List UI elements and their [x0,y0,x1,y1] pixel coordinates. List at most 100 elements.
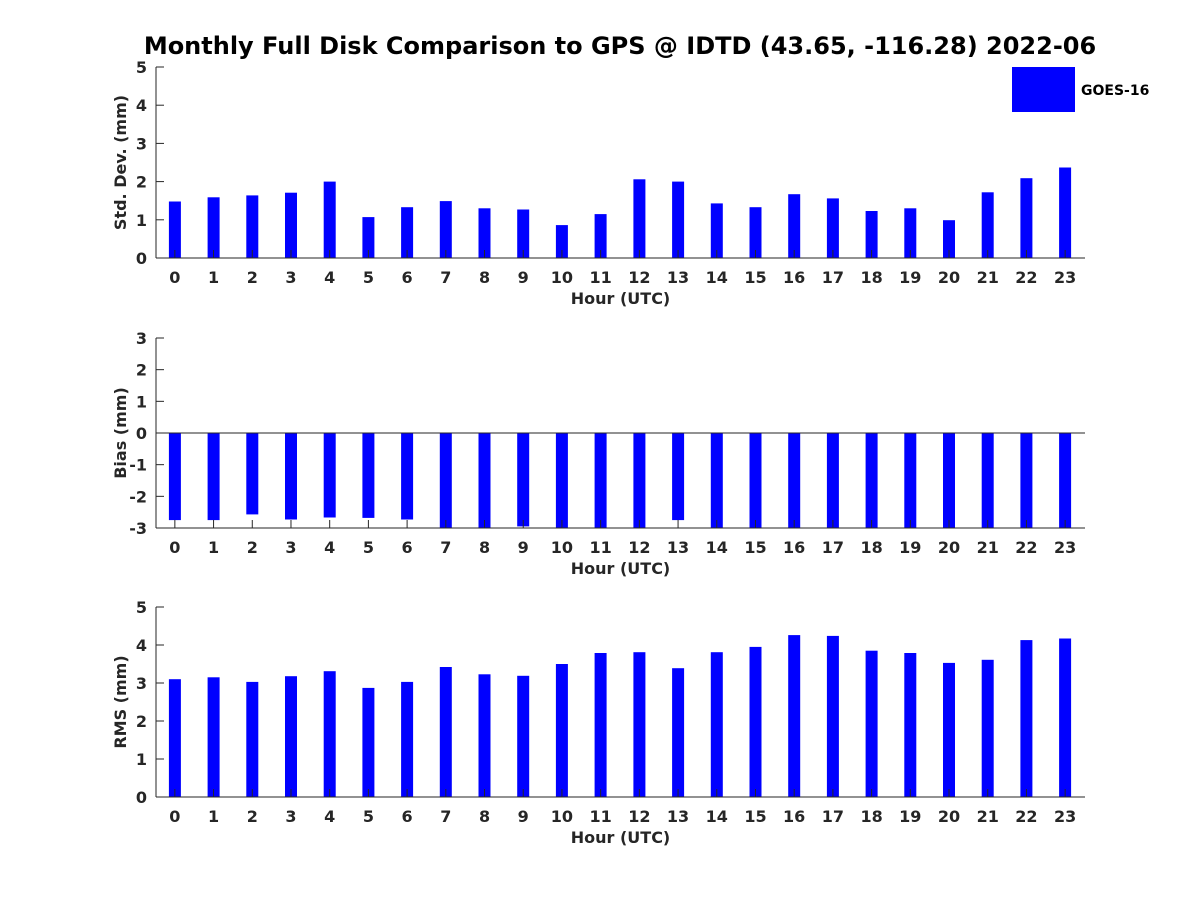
x-tick-label: 4 [324,268,335,287]
x-tick-label: 22 [1015,538,1037,557]
x-tick-label: 13 [667,807,689,826]
x-tick-label: 11 [590,538,612,557]
x-tick-label: 12 [628,538,650,557]
bar [285,192,297,258]
x-axis-label: Hour (UTC) [571,559,671,578]
x-tick-label: 0 [169,807,180,826]
bar [285,433,297,520]
bar [517,433,530,527]
y-tick-label: 3 [136,134,147,153]
bar [981,659,994,797]
x-tick-label: 11 [590,807,612,826]
x-tick-label: 18 [860,807,882,826]
bar [323,433,336,518]
x-tick-label: 4 [324,538,335,557]
bar [788,635,801,797]
bar [710,203,723,258]
x-tick-label: 7 [440,807,451,826]
x-tick-label: 20 [938,538,960,557]
x-tick-label: 4 [324,807,335,826]
bar [594,214,607,258]
bar [207,433,220,521]
bar [594,653,607,797]
bar [633,652,646,797]
x-tick-label: 22 [1015,807,1037,826]
x-tick-label: 2 [247,268,258,287]
x-tick-label: 1 [208,538,219,557]
x-tick-label: 16 [783,538,805,557]
bar [478,208,491,258]
bar [710,433,723,528]
y-tick-label: 2 [136,712,147,731]
x-tick-label: 8 [479,807,490,826]
x-tick-label: 19 [899,807,921,826]
bar [826,635,839,797]
bar [439,433,452,528]
x-tick-label: 19 [899,538,921,557]
x-tick-label: 13 [667,538,689,557]
x-tick-label: 17 [822,268,844,287]
x-tick-label: 17 [822,538,844,557]
x-tick-label: 14 [706,538,728,557]
y-axis-label: Std. Dev. (mm) [111,95,130,230]
y-tick-label: 0 [136,424,147,443]
x-tick-label: 21 [977,538,999,557]
bar [362,217,375,258]
bar [362,687,375,797]
x-tick-label: 13 [667,268,689,287]
bar [788,194,801,258]
chart-title: Monthly Full Disk Comparison to GPS @ ID… [144,32,1096,60]
bar [865,650,878,797]
x-tick-label: 16 [783,268,805,287]
x-tick-label: 2 [247,807,258,826]
bar [168,201,181,258]
bar [401,681,414,797]
bar [672,433,685,521]
x-tick-label: 8 [479,268,490,287]
x-tick-label: 10 [551,268,573,287]
bar [672,181,685,258]
x-tick-label: 23 [1054,268,1076,287]
bar [672,668,685,797]
x-tick-label: 12 [628,807,650,826]
bar [749,433,762,528]
y-tick-label: -1 [129,456,147,475]
bar [439,201,452,258]
bar [943,220,955,258]
bar [633,433,646,528]
y-tick-label: 0 [136,249,147,268]
x-tick-label: 14 [706,807,728,826]
x-tick-label: 20 [938,268,960,287]
x-tick-label: 5 [363,807,374,826]
bar [478,674,491,797]
bar [517,675,530,797]
y-tick-label: 3 [136,674,147,693]
x-tick-label: 22 [1015,268,1037,287]
bar [904,433,917,528]
legend-label: GOES-16 [1081,83,1149,99]
x-tick-label: 1 [208,807,219,826]
bar [285,676,297,797]
y-tick-label: 3 [136,329,147,348]
x-tick-label: 9 [518,538,529,557]
x-tick-label: 19 [899,268,921,287]
x-tick-label: 12 [628,268,650,287]
bar [749,646,762,797]
y-axis-label: RMS (mm) [111,655,130,748]
bar [207,677,220,797]
y-tick-label: -3 [129,519,147,538]
y-tick-label: 1 [136,211,147,230]
bar [246,681,259,797]
bar [478,433,491,528]
bar [362,433,375,518]
y-tick-label: 4 [136,96,147,115]
x-tick-label: 7 [440,268,451,287]
x-tick-label: 15 [744,538,766,557]
y-tick-label: 1 [136,750,147,769]
bar [323,671,336,797]
legend: GOES-16 [1012,67,1149,112]
bar [555,225,568,258]
